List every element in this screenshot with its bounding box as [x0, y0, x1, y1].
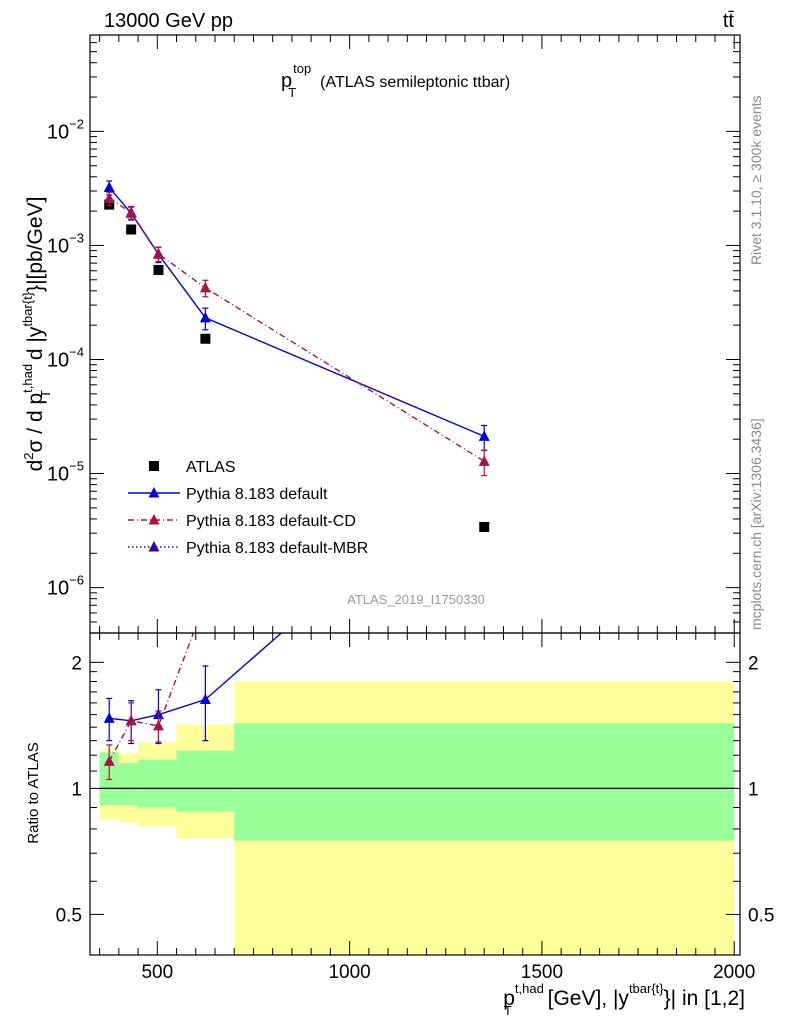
legend-marker-default	[148, 487, 160, 498]
legend-label-mbr: Pythia 8.183 default-MBR	[186, 540, 368, 557]
x-axis-label: pt,had T [GeV], |ytbar{t}}| in [1,2]	[503, 981, 745, 1018]
ratio-line-cd	[108, 633, 195, 762]
ratio-point-default	[103, 712, 115, 723]
ratio-axes: 0.5 0.5 1 1 2 2 500 1000 1500 2000	[56, 633, 774, 983]
data-point-atlas	[200, 333, 211, 344]
ratio-point-cd	[125, 714, 137, 726]
ratio-point-cd	[479, 542, 490, 553]
data-point-cd	[152, 247, 164, 259]
ratio-y-tick-label-right: 2	[748, 653, 759, 674]
uncertainty-band-inner	[118, 762, 139, 806]
ratio-y-tick-label-right: 1	[748, 779, 759, 800]
x-tick-label: 1500	[521, 962, 563, 983]
data-point-default	[199, 311, 211, 323]
analysis-watermark: ATLAS_2019_I1750330	[347, 592, 485, 607]
energy-label: 13000 GeV pp	[104, 10, 233, 32]
uncertainty-band-inner	[176, 750, 235, 812]
data-point-atlas	[126, 224, 137, 235]
data-point-cd	[103, 192, 115, 203]
ratio-point-cd	[200, 595, 211, 606]
x-tick-label: 2000	[713, 962, 755, 983]
data-point-default	[103, 181, 115, 193]
series-line-default	[108, 187, 485, 437]
uncertainty-band-inner	[234, 723, 735, 841]
data-point-atlas	[153, 264, 164, 275]
y-tick-label: 10−4	[47, 345, 84, 372]
ratio-y-tick-label: 1	[71, 779, 82, 800]
svg-text:d2σ / d pt,hadT d |ytbar{t}}|[: d2σ / d pt,hadT d |ytbar{t}}|[pb/GeV]	[20, 197, 53, 472]
x-tick-label: 1000	[328, 962, 370, 983]
y-tick-label: 10−3	[47, 230, 84, 257]
legend: ATLAS Pythia 8.183 default Pythia 8.183 de…	[128, 459, 368, 557]
y-tick-label: 10−5	[47, 459, 84, 486]
main-plot-area	[103, 180, 490, 532]
ratio-point-default	[199, 693, 211, 705]
ratio-y-tick-label: 2	[71, 653, 82, 674]
main-axes: 10−6 10−5 10−4 10−3 10−2	[47, 34, 740, 634]
data-point-cd	[478, 455, 490, 466]
legend-marker-atlas	[149, 461, 159, 471]
data-point-cd	[125, 206, 137, 217]
legend-label-default: Pythia 8.183 default	[186, 486, 328, 503]
ratio-ylabel: Ratio to ATLAS	[25, 742, 42, 843]
legend-marker-mbr	[148, 541, 160, 552]
legend-label-atlas: ATLAS	[186, 459, 236, 476]
data-point-default	[478, 430, 490, 441]
ratio-frame	[89, 632, 741, 956]
y-tick-label: 10−6	[47, 573, 84, 600]
data-point-atlas	[479, 521, 490, 532]
legend-marker-cd	[148, 514, 160, 525]
process-label: tt̄	[723, 10, 735, 32]
rivet-label: Rivet 3.1.10, ≥ 300k events	[748, 95, 764, 265]
ratio-point-cd	[152, 719, 164, 731]
x-tick-label: 500	[141, 962, 173, 983]
data-point-cd	[199, 281, 211, 293]
uncertainty-band-inner	[138, 759, 177, 808]
y-tick-label: 10−2	[47, 116, 84, 143]
series-line-cd	[108, 197, 485, 462]
ratio-y-tick-label: 0.5	[56, 905, 82, 926]
main-ylabel: d2σ / d pt,hadT d |ytbar{t}}|[pb/GeV]	[20, 197, 53, 472]
ratio-plot-area	[99, 542, 735, 955]
mcplots-label: mcplots.cern.ch [arXiv:1306.3436]	[748, 418, 764, 630]
ratio-point-cd	[103, 755, 115, 766]
main-title: ptop T(ATLAS semileptonic ttbar)	[281, 61, 510, 100]
legend-label-cd: Pythia 8.183 default-CD	[186, 513, 356, 530]
ratio-y-tick-label-right: 0.5	[748, 905, 774, 926]
